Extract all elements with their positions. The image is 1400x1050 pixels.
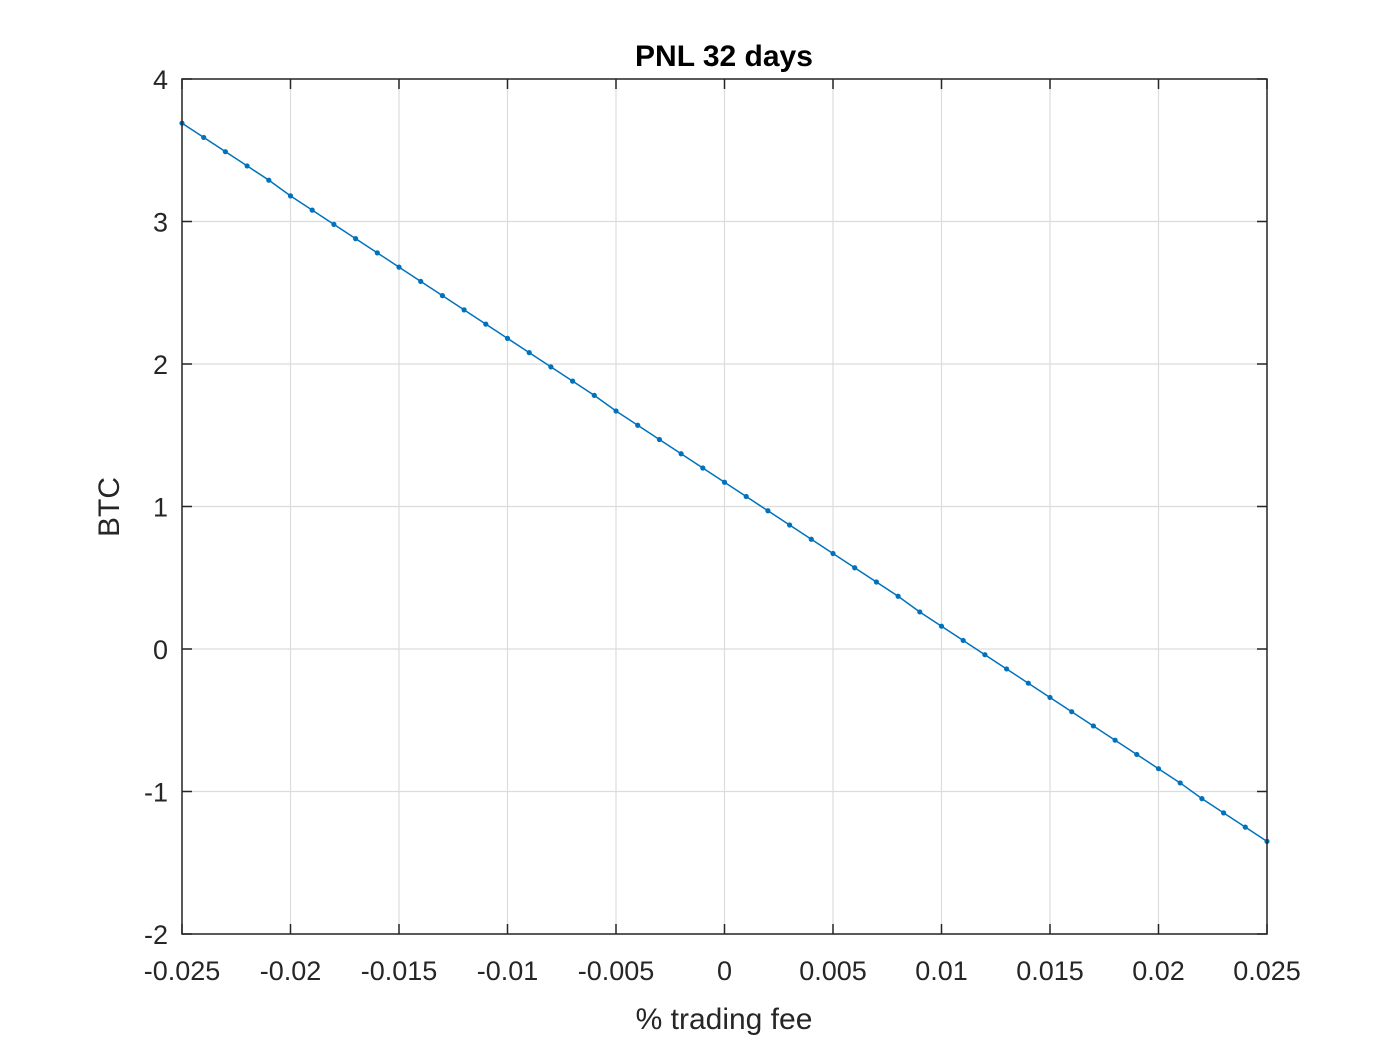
grid-lines xyxy=(181,78,1268,935)
data-point xyxy=(765,508,771,514)
data-point xyxy=(548,364,554,370)
data-point xyxy=(201,134,207,141)
data-point xyxy=(483,321,489,327)
data-point xyxy=(1047,694,1053,701)
x-tick-label: 0.005 xyxy=(799,956,867,986)
chart-title: PNL 32 days xyxy=(635,40,813,73)
data-point xyxy=(331,221,337,227)
data-point xyxy=(418,278,424,284)
y-tick-labels: -2 -1 0 1 2 3 4 xyxy=(144,65,168,950)
y-axis-label: BTC xyxy=(93,477,126,537)
x-tick-label: 0.025 xyxy=(1233,956,1301,986)
x-tick-label: -0.025 xyxy=(144,956,221,986)
ticks xyxy=(181,78,1268,935)
y-tick-label: -2 xyxy=(144,920,168,950)
data-point xyxy=(1025,680,1031,686)
y-tick-label: 0 xyxy=(153,635,168,665)
x-tick-label: -0.015 xyxy=(361,956,438,986)
data-point xyxy=(1004,666,1010,672)
data-point xyxy=(1134,751,1140,758)
data-point xyxy=(938,623,945,629)
data-point xyxy=(439,293,445,299)
y-tick-label: 2 xyxy=(153,350,168,380)
x-tick-label: 0.02 xyxy=(1132,956,1185,986)
data-point xyxy=(1177,780,1183,786)
data-point xyxy=(852,565,858,571)
data-point xyxy=(222,149,228,155)
data-point xyxy=(960,637,966,644)
data-point xyxy=(656,436,663,443)
y-tick-label: 4 xyxy=(153,65,168,95)
y-tick-label: 3 xyxy=(153,208,168,238)
data-point xyxy=(1112,737,1118,743)
data-point xyxy=(1090,723,1096,729)
y-tick-label: 1 xyxy=(153,493,168,523)
data-point xyxy=(917,609,923,615)
data-point xyxy=(309,207,315,213)
x-tick-label: 0.015 xyxy=(1016,956,1084,986)
data-point xyxy=(461,307,467,313)
data-point xyxy=(244,163,250,169)
x-tick-labels: -0.025 -0.02 -0.015 -0.01 -0.005 0 0.005 0.01 0.… xyxy=(144,956,1301,986)
data-point xyxy=(374,250,380,256)
y-tick-label: -1 xyxy=(144,778,168,808)
data-point xyxy=(700,465,706,471)
data-point xyxy=(613,408,619,414)
data-point xyxy=(1199,796,1205,802)
series-layer xyxy=(179,120,1270,844)
x-tick-label: -0.02 xyxy=(260,956,322,986)
data-point xyxy=(808,536,814,542)
data-point xyxy=(504,335,511,341)
x-tick-label: 0 xyxy=(717,956,732,986)
data-point xyxy=(982,652,988,658)
data-point xyxy=(1221,810,1227,816)
x-tick-label: -0.005 xyxy=(578,956,655,986)
data-point xyxy=(1069,709,1075,715)
data-point xyxy=(721,479,728,485)
data-point xyxy=(635,422,641,428)
data-point xyxy=(266,177,272,183)
data-point xyxy=(743,493,749,500)
x-tick-label: 0.01 xyxy=(915,956,968,986)
data-point xyxy=(1155,766,1162,772)
data-point xyxy=(830,550,836,557)
data-point xyxy=(1242,824,1248,830)
data-point xyxy=(873,579,880,585)
data-point xyxy=(287,193,294,199)
data-point xyxy=(895,593,901,599)
data-point xyxy=(787,522,793,528)
x-axis-label: % trading fee xyxy=(636,1003,813,1036)
data-point xyxy=(353,236,359,242)
data-point xyxy=(526,350,532,356)
data-point xyxy=(591,392,597,398)
x-tick-label: -0.01 xyxy=(477,956,539,986)
data-point xyxy=(570,378,576,384)
data-point xyxy=(678,451,684,457)
data-point xyxy=(396,264,402,270)
